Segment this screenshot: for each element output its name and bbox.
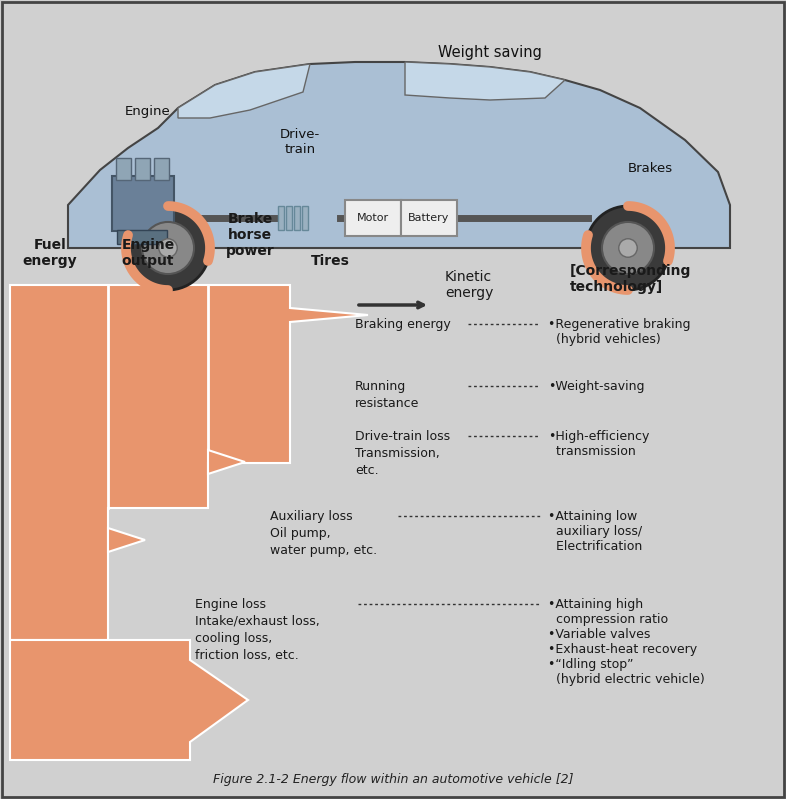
Text: Fuel
energy: Fuel energy [23, 238, 77, 268]
FancyBboxPatch shape [117, 230, 167, 244]
Circle shape [159, 239, 177, 257]
Text: Weight saving: Weight saving [438, 45, 542, 59]
Text: •Variable valves: •Variable valves [548, 628, 650, 641]
Circle shape [619, 239, 637, 257]
Text: Drive-train loss
Transmission,
etc.: Drive-train loss Transmission, etc. [355, 430, 450, 477]
Text: •Attaining low: •Attaining low [548, 510, 637, 523]
Text: compression ratio: compression ratio [548, 613, 668, 626]
Text: [Corresponding
technology]: [Corresponding technology] [570, 264, 692, 294]
Text: •Weight-saving: •Weight-saving [548, 380, 645, 393]
FancyBboxPatch shape [345, 200, 401, 236]
Text: Brakes: Brakes [627, 161, 673, 174]
Text: •Exhaust-heat recovery: •Exhaust-heat recovery [548, 643, 697, 656]
Text: Engine loss
Intake/exhaust loss,
cooling loss,
friction loss, etc.: Engine loss Intake/exhaust loss, cooling… [195, 598, 320, 662]
Circle shape [126, 206, 210, 290]
Polygon shape [10, 640, 248, 760]
Polygon shape [178, 64, 310, 118]
Text: •“Idling stop”: •“Idling stop” [548, 658, 634, 671]
Circle shape [142, 222, 194, 274]
Text: Tires: Tires [310, 254, 350, 268]
Circle shape [602, 222, 654, 274]
FancyBboxPatch shape [286, 206, 292, 230]
Text: Engine: Engine [125, 105, 171, 118]
Text: •Attaining high: •Attaining high [548, 598, 643, 611]
Text: transmission: transmission [548, 445, 636, 458]
FancyBboxPatch shape [294, 206, 300, 230]
Text: Electrification: Electrification [548, 540, 642, 553]
Text: •Regenerative braking: •Regenerative braking [548, 318, 690, 331]
Text: Drive-
train: Drive- train [280, 128, 320, 156]
Text: Running
resistance: Running resistance [355, 380, 420, 410]
FancyBboxPatch shape [154, 158, 169, 180]
FancyBboxPatch shape [302, 206, 308, 230]
Text: Braking energy: Braking energy [355, 318, 450, 331]
Text: Figure 2.1-2 Energy flow within an automotive vehicle [2]: Figure 2.1-2 Energy flow within an autom… [213, 773, 573, 786]
Text: (hybrid vehicles): (hybrid vehicles) [548, 333, 661, 346]
Polygon shape [68, 62, 730, 248]
Polygon shape [405, 62, 565, 100]
Polygon shape [108, 528, 145, 552]
FancyBboxPatch shape [116, 158, 131, 180]
Text: Brake
horse
power: Brake horse power [226, 212, 274, 258]
Text: •High-efficiency: •High-efficiency [548, 430, 649, 443]
Circle shape [586, 206, 670, 290]
Text: Engine
output: Engine output [121, 238, 174, 268]
FancyBboxPatch shape [135, 158, 150, 180]
Text: Auxiliary loss
Oil pump,
water pump, etc.: Auxiliary loss Oil pump, water pump, etc… [270, 510, 377, 557]
FancyBboxPatch shape [401, 200, 457, 236]
Polygon shape [208, 450, 245, 474]
Text: (hybrid electric vehicle): (hybrid electric vehicle) [548, 673, 705, 686]
FancyBboxPatch shape [112, 176, 174, 231]
FancyBboxPatch shape [278, 206, 284, 230]
Text: auxiliary loss/: auxiliary loss/ [548, 525, 642, 538]
Text: Battery: Battery [408, 213, 450, 223]
Text: Kinetic
energy: Kinetic energy [445, 270, 494, 300]
Text: Motor: Motor [357, 213, 389, 223]
Polygon shape [10, 285, 368, 640]
